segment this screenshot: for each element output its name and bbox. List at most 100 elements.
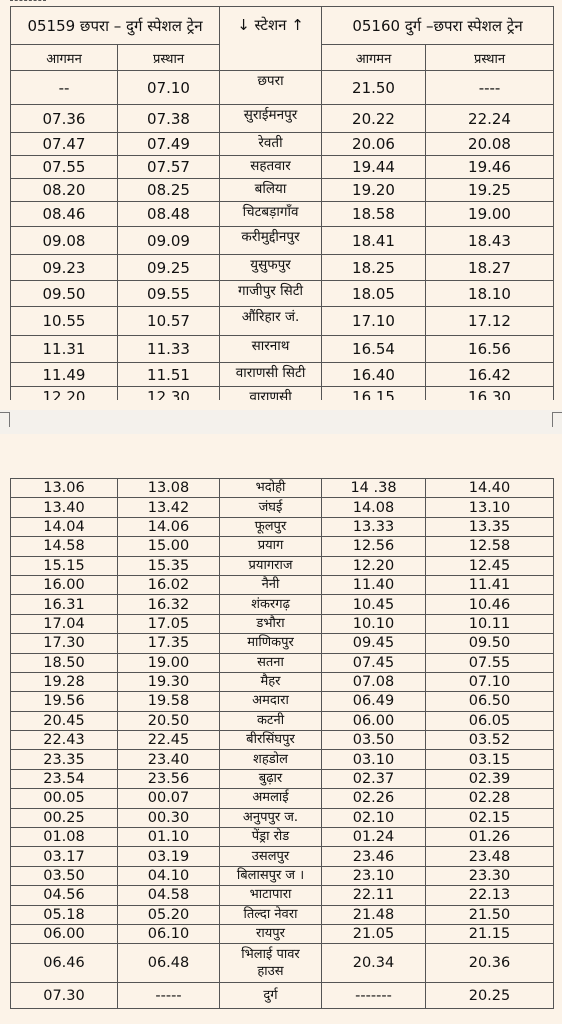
station-cell: पेंड्रा रोड <box>219 827 322 848</box>
table-row: 07.30 ----- दुर्ग ------- 20.25 <box>10 982 554 1010</box>
departure-cell: 02.28 <box>425 788 554 809</box>
arrival-header: आगमन <box>321 44 427 71</box>
page-corner-mark <box>0 412 10 427</box>
departure-cell: 01.26 <box>425 827 554 848</box>
station-cell: करीमुद्दीनपुर <box>219 226 323 255</box>
table-row: 09.23 09.25 युसुफपुर 18.25 18.27 <box>10 254 555 281</box>
station-cell: भाटापारा <box>219 885 322 906</box>
departure-cell: 03.52 <box>425 730 554 751</box>
arrival-cell: ------- <box>321 982 426 1010</box>
arrival-cell: 07.45 <box>321 652 426 673</box>
station-cell: रेवती <box>219 132 323 156</box>
station-cell: अमदारा <box>219 691 322 712</box>
station-cell: गाजीपुर सिटी <box>219 280 323 307</box>
departure-cell: 21.15 <box>425 923 554 945</box>
arrival-cell: 00.05 <box>10 788 118 809</box>
station-cell: प्रयागराज <box>219 555 322 576</box>
arrival-cell: 00.25 <box>10 807 118 829</box>
departure-cell: 19.00 <box>425 201 555 227</box>
timetable-upper: 05159 छपरा – दुर्ग स्पेशल ट्रेन ↓ स्टेशन… <box>9 6 555 407</box>
departure-cell: 12.58 <box>425 536 554 557</box>
arrival-cell: 13.33 <box>321 516 426 538</box>
departure-cell: 16.32 <box>117 594 220 615</box>
arrival-cell: 14.04 <box>10 516 118 538</box>
arrival-cell: 06.00 <box>321 710 426 732</box>
departure-cell: 09.50 <box>425 633 554 654</box>
arrival-cell: 23.46 <box>321 846 426 867</box>
table-row: 23.35 23.40 शहडोल 03.10 03.15 <box>10 749 554 770</box>
departure-cell: 06.48 <box>117 943 220 984</box>
station-cell: वाराणसी सिटी <box>219 362 323 387</box>
arrival-cell: 10.10 <box>321 613 426 635</box>
departure-cell: 11.41 <box>425 574 554 596</box>
station-cell: अनुपपुर ज. <box>219 807 322 829</box>
arrival-cell: 23.54 <box>10 768 118 790</box>
station-cell: भिलाई पावर हाउस <box>219 943 322 984</box>
arrival-cell: 14 .38 <box>321 477 426 499</box>
station-cell: उसलपुर <box>219 846 322 867</box>
departure-cell: 11.51 <box>116 362 221 387</box>
departure-cell: 15.00 <box>117 536 220 557</box>
departure-cell: 02.39 <box>425 768 554 790</box>
table-row: 06.00 06.10 रायपुर 21.05 21.15 <box>10 923 554 945</box>
table-row: 20.45 20.50 कटनी 06.00 06.05 <box>10 710 554 732</box>
arrival-cell: 07.55 <box>10 155 118 179</box>
departure-cell: 08.25 <box>116 178 221 202</box>
departure-cell: 08.48 <box>116 201 221 227</box>
timetable-lower: 13.06 13.08 भदोही 14 .38 14.40 13.40 13.42 जंघई… <box>10 477 554 1010</box>
departure-cell: 16.02 <box>117 574 220 596</box>
top-edge-dashes <box>10 0 46 4</box>
departure-cell: 17.35 <box>117 633 220 654</box>
arrival-header: आगमन <box>10 44 118 71</box>
departure-cell: 19.25 <box>425 178 555 202</box>
page-gap <box>0 400 562 410</box>
departure-cell: 00.30 <box>117 807 220 829</box>
arrival-cell: 13.40 <box>10 497 118 518</box>
departure-cell: 10.11 <box>425 613 554 635</box>
departure-cell: 19.30 <box>117 671 220 693</box>
arrival-cell: 09.23 <box>10 254 118 281</box>
station-cell: शहडोल <box>219 749 322 770</box>
station-cell: दुर्ग <box>219 982 322 1010</box>
station-cell: बिलासपुर ज । <box>219 865 322 887</box>
arrival-cell: -- <box>10 70 118 105</box>
departure-cell: 16.56 <box>425 335 555 363</box>
arrival-cell: 21.05 <box>321 923 426 945</box>
departure-cell: 20.36 <box>425 943 554 984</box>
station-cell: भदोही <box>219 477 322 499</box>
arrival-cell: 14.58 <box>10 536 118 557</box>
arrival-cell: 07.30 <box>10 982 118 1010</box>
arrival-cell: 11.31 <box>10 335 118 363</box>
station-cell: बुढ़ार <box>219 768 322 790</box>
arrival-cell: 04.56 <box>10 885 118 906</box>
table-row: 00.05 00.07 अमलाई 02.26 02.28 <box>10 788 554 809</box>
departure-cell: 22.13 <box>425 885 554 906</box>
departure-cell: 13.35 <box>425 516 554 538</box>
arrival-cell: 17.10 <box>321 306 427 336</box>
departure-cell: 18.43 <box>425 226 555 255</box>
departure-cell: 19.00 <box>117 652 220 673</box>
station-cell: शंकरगढ़ <box>219 594 322 615</box>
station-cell: तिल्दा नेवरा <box>219 904 322 925</box>
station-cell: सुराईमनपुर <box>219 104 323 133</box>
arrival-cell: 01.24 <box>321 827 426 848</box>
arrival-cell: 03.50 <box>10 865 118 887</box>
departure-cell: 22.45 <box>117 730 220 751</box>
departure-cell: ---- <box>425 70 555 105</box>
departure-cell: 13.42 <box>117 497 220 518</box>
arrival-cell: 06.49 <box>321 691 426 712</box>
arrival-cell: 17.30 <box>10 633 118 654</box>
arrival-cell: 17.04 <box>10 613 118 635</box>
table-row: 11.31 11.33 सारनाथ 16.54 16.56 <box>10 335 555 363</box>
station-cell: फूलपुर <box>219 516 322 538</box>
departure-cell: 10.57 <box>116 306 221 336</box>
arrival-cell: 10.45 <box>321 594 426 615</box>
departure-cell: 17.12 <box>425 306 555 336</box>
station-cell: बलिया <box>219 178 323 202</box>
arrival-cell: 12.20 <box>321 555 426 576</box>
table-row: 03.50 04.10 बिलासपुर ज । 23.10 23.30 <box>10 865 554 887</box>
arrival-cell: 07.08 <box>321 671 426 693</box>
arrival-cell: 09.45 <box>321 633 426 654</box>
departure-cell: 17.05 <box>117 613 220 635</box>
departure-cell: 16.42 <box>425 362 555 387</box>
